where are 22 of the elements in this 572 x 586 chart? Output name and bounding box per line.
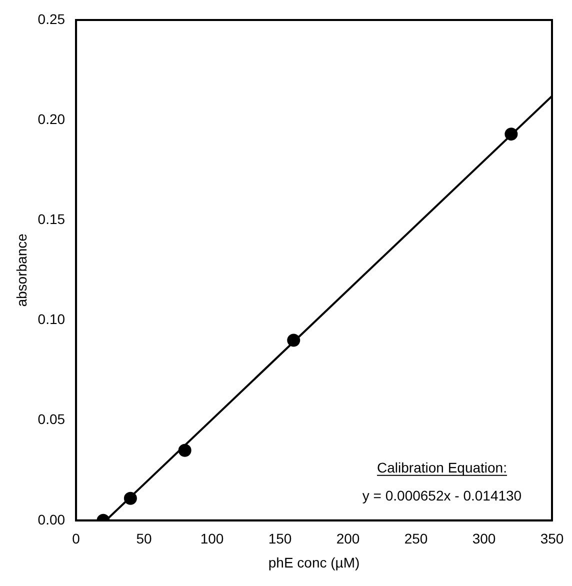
y-tick-label: 0.15 (38, 211, 66, 228)
x-tick-label: 300 (472, 530, 496, 547)
y-tick-label: 0.25 (38, 10, 66, 27)
y-tick-label: 0.05 (38, 411, 66, 428)
x-tick-label: 200 (336, 530, 360, 547)
x-axis-title: phE conc (µM) (268, 554, 360, 570)
point (124, 492, 137, 505)
point (504, 128, 518, 141)
x-tick-label: 0 (72, 530, 80, 547)
y-axis-title: absorbance (13, 233, 30, 307)
annotation: Calibration Equation: (377, 459, 507, 476)
x-tick-label: 50 (136, 530, 152, 547)
y-tick-label: 0.20 (38, 110, 66, 127)
annotation: y = 0.000652x - 0.014130 (362, 487, 522, 504)
x-tick-label: 100 (200, 530, 224, 547)
point (178, 444, 192, 457)
y-tick-label: 0.00 (38, 511, 66, 528)
point (287, 334, 300, 347)
x-tick-label: 150 (268, 530, 292, 547)
y-tick-label: 0.10 (38, 311, 66, 328)
x-tick-label: 250 (404, 530, 428, 547)
x-tick-label: 350 (540, 530, 564, 547)
